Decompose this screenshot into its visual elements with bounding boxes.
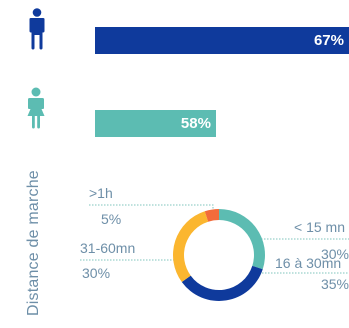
slice-label-lt15-category: < 15 mn: [294, 219, 345, 235]
slice-label-31-60-category: 31-60mn: [80, 240, 136, 256]
slice-label-lt15-value: 30%: [320, 246, 349, 262]
slice-label-31-60-value: 30%: [82, 265, 111, 281]
donut-slices: [173, 209, 265, 302]
slice-lt15: [219, 209, 265, 270]
female-bar-value: 58%: [180, 115, 211, 132]
slice-gt1h: [204, 209, 219, 222]
slice-label-gt1h-value: 5%: [101, 211, 122, 227]
leader-gt1h: [89, 204, 214, 221]
leader-lines: [80, 204, 349, 274]
slice-label-16-30-category: 16 à 30mn: [275, 255, 342, 271]
male-bar-value: 67%: [313, 32, 344, 49]
female-bar: 58%: [95, 110, 216, 137]
slice-label-16-30-value: 35%: [320, 276, 349, 292]
person-male-icon: [29, 8, 45, 50]
person-female-icon: [27, 87, 45, 129]
slice-31-60: [173, 211, 209, 283]
slice-16-30: [181, 265, 263, 302]
male-bar: 67%: [95, 27, 349, 54]
slice-label-gt1h-category: >1h: [89, 185, 113, 201]
